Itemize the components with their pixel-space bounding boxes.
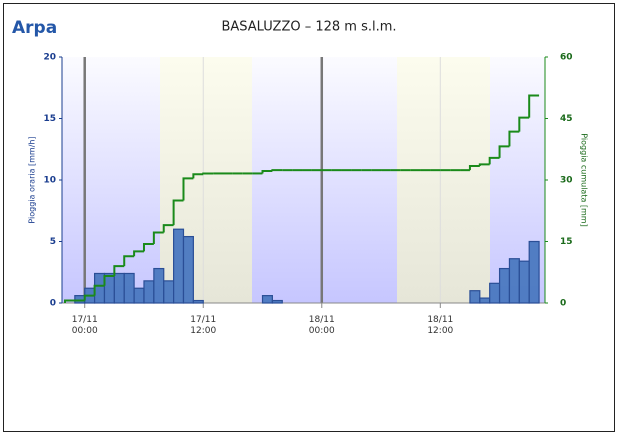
y2-tick-label: 45 [560, 114, 573, 124]
cumulative-step [528, 94, 540, 118]
cumulative-step [468, 165, 480, 171]
bar [143, 280, 155, 304]
cumulative-step [261, 169, 273, 174]
cumulative-step [103, 274, 115, 286]
logo: Arpa [12, 18, 57, 38]
bar [469, 290, 481, 304]
y2-tick-label: 0 [560, 299, 566, 309]
cumulative-step [478, 163, 490, 167]
bar [74, 295, 86, 304]
x-tick-label: 18/11 12:00 [427, 315, 453, 336]
y-axis-label: Pioggia oraria [mm/h] [28, 136, 37, 223]
bar [163, 280, 175, 304]
bar [489, 282, 501, 304]
cumulative-step [172, 199, 184, 226]
y-tick-label: 10 [43, 176, 56, 186]
bar [479, 297, 491, 304]
cumulative-step [162, 224, 174, 233]
y-tick-label: 0 [50, 299, 56, 309]
y2-tick-label: 30 [560, 176, 573, 186]
chart-title: BASALUZZO – 128 m s.l.m. [221, 20, 396, 35]
cumulative-step [508, 130, 520, 147]
cumulative-step [488, 156, 500, 165]
cumulative-step [93, 284, 105, 296]
cumulative-step [83, 294, 95, 301]
cumulative-step [498, 145, 510, 158]
bar [93, 272, 106, 304]
bar [528, 240, 540, 304]
cumulative-step [142, 242, 154, 252]
bar [498, 267, 511, 304]
y-tick-label: 20 [43, 53, 56, 63]
bar [518, 260, 530, 304]
cumulative-step [133, 250, 144, 257]
cumulative-step [202, 172, 214, 175]
cumulative-step [182, 177, 194, 201]
cumulative-step [123, 255, 135, 267]
y-tick-label: 5 [50, 237, 56, 247]
background [62, 57, 545, 303]
cumulative-step [271, 169, 283, 172]
cumulative-step [518, 116, 530, 132]
bar [153, 267, 165, 304]
x-tick-label: 18/11 00:00 [309, 315, 335, 336]
cumulative-step [113, 265, 125, 276]
bar [133, 287, 145, 304]
bar [103, 272, 115, 304]
bar [123, 272, 135, 304]
bar [192, 299, 204, 304]
y2-tick-label: 15 [560, 237, 573, 247]
cumulative-step [64, 299, 85, 303]
y2-axis-label: Pioggia cumulata [mm] [580, 133, 589, 226]
bar [261, 295, 273, 304]
cumulative-step [192, 173, 204, 179]
bar [113, 272, 125, 304]
x-tick-label: 17/11 00:00 [72, 315, 98, 336]
y-tick-label: 15 [43, 114, 56, 124]
cumulative-step [152, 231, 164, 244]
y2-tick-label: 60 [560, 53, 573, 63]
bar [508, 258, 520, 304]
bar [271, 299, 283, 304]
bar [182, 235, 194, 304]
bar [173, 228, 185, 304]
x-tick-label: 17/11 12:00 [190, 315, 216, 336]
